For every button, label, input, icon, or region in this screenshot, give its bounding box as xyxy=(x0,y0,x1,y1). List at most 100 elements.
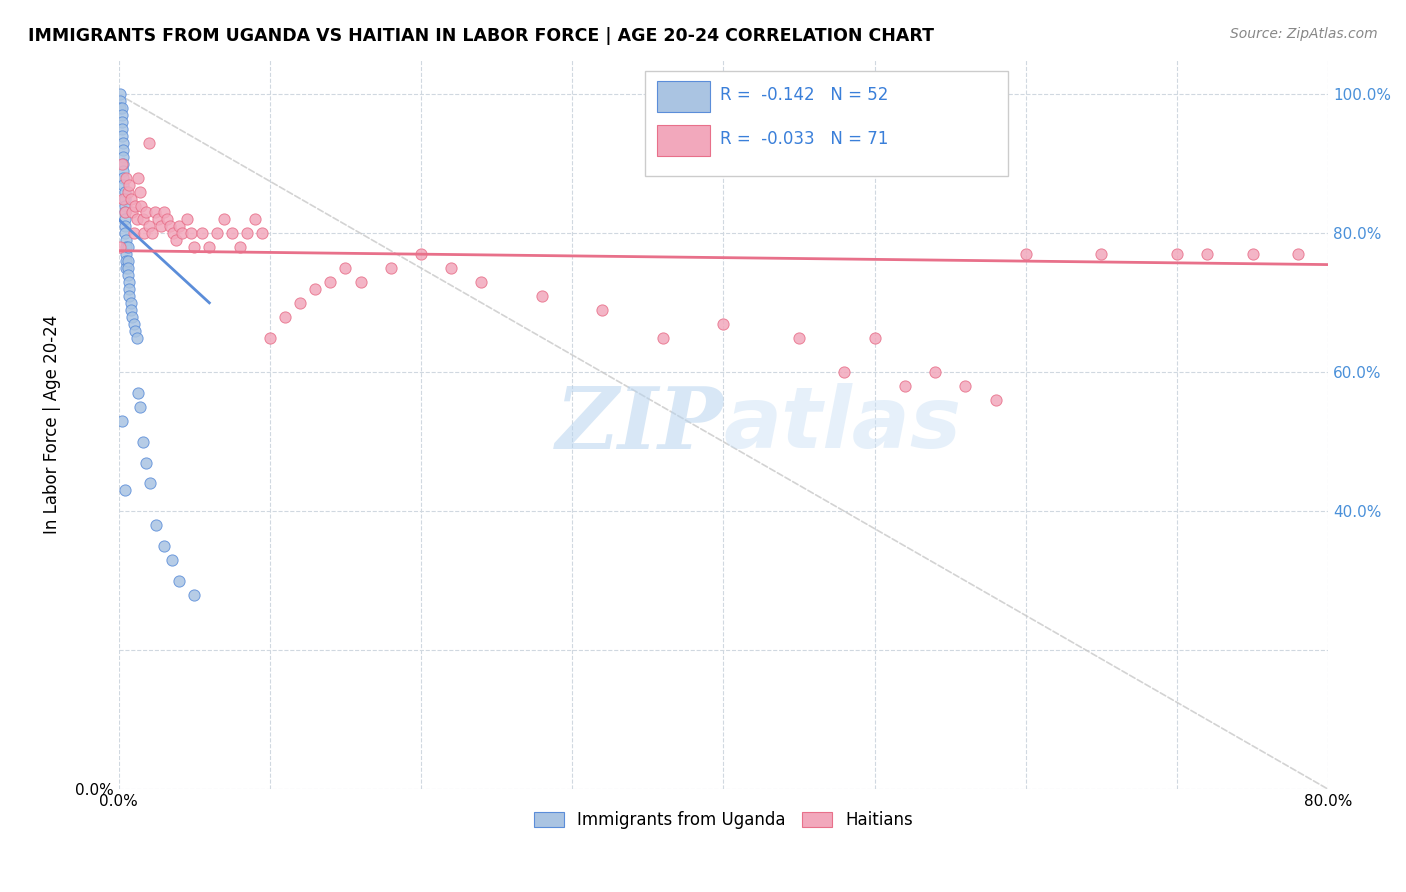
Point xyxy=(1015,247,1038,261)
Point xyxy=(159,219,181,234)
Point xyxy=(470,275,492,289)
Point xyxy=(114,192,136,206)
Point xyxy=(138,219,160,234)
Point xyxy=(141,227,163,241)
Point xyxy=(198,240,221,254)
Point xyxy=(112,170,135,185)
Point xyxy=(259,330,281,344)
Point xyxy=(115,261,138,276)
Point xyxy=(274,310,297,324)
Point xyxy=(114,205,136,219)
Point xyxy=(112,157,135,171)
Point xyxy=(125,330,148,344)
Point xyxy=(108,240,131,254)
Point xyxy=(114,205,136,219)
Point xyxy=(111,122,134,136)
Point xyxy=(120,295,142,310)
Point xyxy=(149,219,172,234)
Point xyxy=(1166,247,1188,261)
Point xyxy=(125,212,148,227)
Point xyxy=(117,240,139,254)
Point xyxy=(118,289,141,303)
Point xyxy=(335,261,357,276)
Point xyxy=(135,205,157,219)
Point xyxy=(165,233,187,247)
Text: R =  -0.033   N = 71: R = -0.033 N = 71 xyxy=(720,130,889,148)
Point xyxy=(530,289,553,303)
Point xyxy=(711,317,734,331)
Point xyxy=(111,414,134,428)
Point xyxy=(132,434,155,449)
FancyBboxPatch shape xyxy=(657,125,710,156)
Point xyxy=(139,476,162,491)
Point xyxy=(221,227,243,241)
Point xyxy=(243,212,266,227)
Point xyxy=(118,275,141,289)
Point xyxy=(135,456,157,470)
Point xyxy=(115,170,138,185)
Point xyxy=(114,219,136,234)
Point xyxy=(117,185,139,199)
Point xyxy=(108,101,131,115)
Point xyxy=(236,227,259,241)
Point xyxy=(191,227,214,241)
Legend: Immigrants from Uganda, Haitians: Immigrants from Uganda, Haitians xyxy=(527,805,920,836)
Point xyxy=(129,198,152,212)
Point xyxy=(138,136,160,150)
Point xyxy=(214,212,236,227)
Point xyxy=(134,227,156,241)
Point xyxy=(111,157,134,171)
Point xyxy=(160,553,183,567)
Point xyxy=(319,275,342,289)
Y-axis label: In Labor Force | Age 20-24: In Labor Force | Age 20-24 xyxy=(44,315,60,534)
Point xyxy=(124,324,146,338)
Point xyxy=(122,317,145,331)
Point xyxy=(228,240,250,254)
Point xyxy=(115,247,138,261)
Point xyxy=(128,185,150,199)
Point xyxy=(1241,247,1264,261)
Point xyxy=(894,379,917,393)
Point xyxy=(409,247,432,261)
Point xyxy=(124,198,146,212)
Point xyxy=(145,518,167,533)
Point xyxy=(112,136,135,150)
FancyBboxPatch shape xyxy=(657,81,710,112)
Point xyxy=(1286,247,1309,261)
Point xyxy=(115,254,138,268)
Point xyxy=(118,178,141,192)
Point xyxy=(162,227,184,241)
Point xyxy=(111,115,134,129)
Point xyxy=(183,588,205,602)
Text: atlas: atlas xyxy=(723,383,962,466)
Point xyxy=(183,240,205,254)
Point xyxy=(787,330,810,344)
Point xyxy=(118,282,141,296)
Point xyxy=(114,185,136,199)
Point xyxy=(115,233,138,247)
Point xyxy=(115,240,138,254)
Point xyxy=(143,205,166,219)
Point xyxy=(120,302,142,317)
Point xyxy=(108,95,131,109)
Point xyxy=(591,302,613,317)
Point xyxy=(117,261,139,276)
Point xyxy=(1090,247,1112,261)
Point xyxy=(924,365,946,379)
Point xyxy=(111,108,134,122)
Point xyxy=(153,205,176,219)
Point xyxy=(349,275,371,289)
Point xyxy=(127,170,149,185)
Point xyxy=(112,178,135,192)
Point xyxy=(114,483,136,498)
Point xyxy=(120,192,142,206)
Point xyxy=(252,227,274,241)
Point xyxy=(112,192,135,206)
Point xyxy=(153,539,176,553)
Point xyxy=(167,574,190,588)
Point xyxy=(863,330,886,344)
Point xyxy=(108,87,131,102)
Point xyxy=(114,198,136,212)
Point xyxy=(128,400,150,414)
Point xyxy=(122,227,145,241)
